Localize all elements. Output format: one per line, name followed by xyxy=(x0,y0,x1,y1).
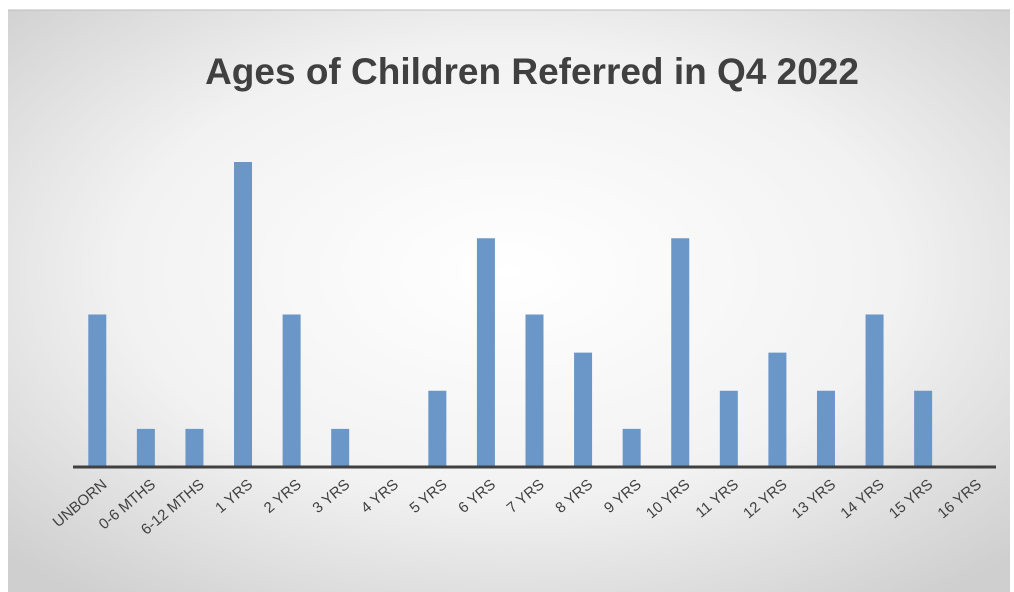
bar xyxy=(671,238,690,467)
bar xyxy=(816,390,835,467)
bar xyxy=(768,352,787,467)
bar xyxy=(865,314,884,467)
bar xyxy=(525,314,544,467)
bar xyxy=(476,238,495,467)
bar xyxy=(622,428,641,467)
bar xyxy=(719,390,738,467)
bar xyxy=(331,428,350,467)
bar xyxy=(234,162,253,467)
chart-background xyxy=(8,10,1010,592)
bar xyxy=(136,428,155,467)
bar xyxy=(914,390,933,467)
bar xyxy=(574,352,593,467)
bar xyxy=(282,314,301,467)
bar xyxy=(428,390,447,467)
chart-title: Ages of Children Referred in Q4 2022 xyxy=(205,51,859,92)
bar xyxy=(185,428,204,467)
bar xyxy=(88,314,107,467)
